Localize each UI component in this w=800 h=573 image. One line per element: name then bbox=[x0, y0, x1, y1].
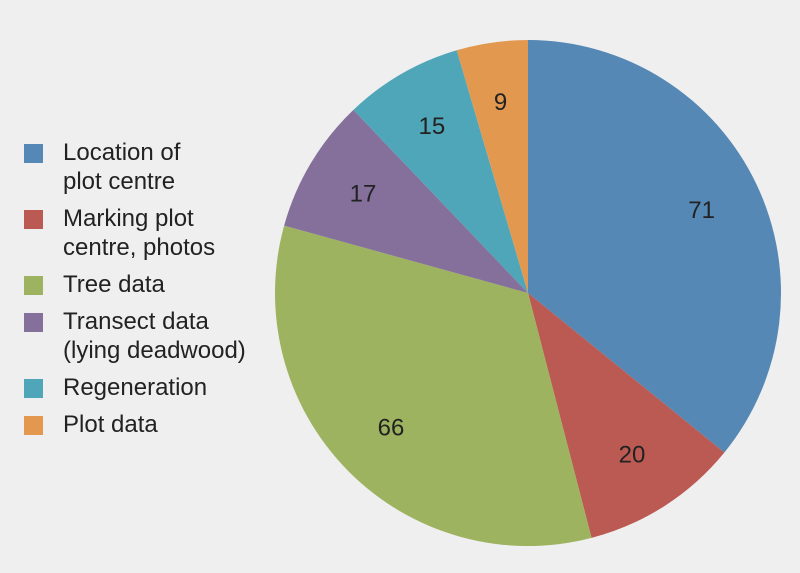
pie-slice bbox=[353, 50, 528, 293]
legend-item: Regeneration bbox=[24, 373, 284, 402]
legend-item: Plot data bbox=[24, 410, 284, 439]
legend-label: Transect data (lying deadwood) bbox=[63, 308, 246, 364]
pie-slice bbox=[275, 225, 592, 546]
legend-label: Location of plot centre bbox=[63, 139, 181, 195]
legend-swatch bbox=[24, 276, 43, 295]
slice-data-label: 9 bbox=[494, 89, 507, 116]
legend-item: Transect data (lying deadwood) bbox=[24, 307, 284, 365]
legend-swatch bbox=[24, 144, 43, 163]
pie-slice bbox=[528, 293, 725, 538]
legend-label: Plot data bbox=[63, 411, 158, 438]
pie-slice bbox=[528, 40, 782, 453]
legend-item: Marking plot centre, photos bbox=[24, 204, 284, 262]
pie-slice bbox=[456, 40, 528, 293]
pie-slice bbox=[284, 109, 528, 294]
legend-label: Marking plot centre, photos bbox=[63, 205, 216, 261]
legend: Location of plot centre Marking plot cen… bbox=[24, 138, 284, 447]
legend-swatch bbox=[24, 313, 43, 332]
legend-label: Tree data bbox=[63, 271, 165, 298]
legend-swatch bbox=[24, 210, 43, 229]
legend-swatch bbox=[24, 416, 43, 435]
legend-label: Regeneration bbox=[63, 374, 208, 401]
slice-data-label: 20 bbox=[619, 441, 646, 468]
legend-item: Tree data bbox=[24, 270, 284, 299]
slice-data-label: 71 bbox=[688, 197, 715, 224]
legend-swatch bbox=[24, 379, 43, 398]
slice-data-label: 15 bbox=[419, 113, 446, 140]
slice-data-label: 66 bbox=[378, 414, 405, 441]
slice-data-label: 17 bbox=[350, 181, 377, 208]
legend-item: Location of plot centre bbox=[24, 138, 284, 196]
